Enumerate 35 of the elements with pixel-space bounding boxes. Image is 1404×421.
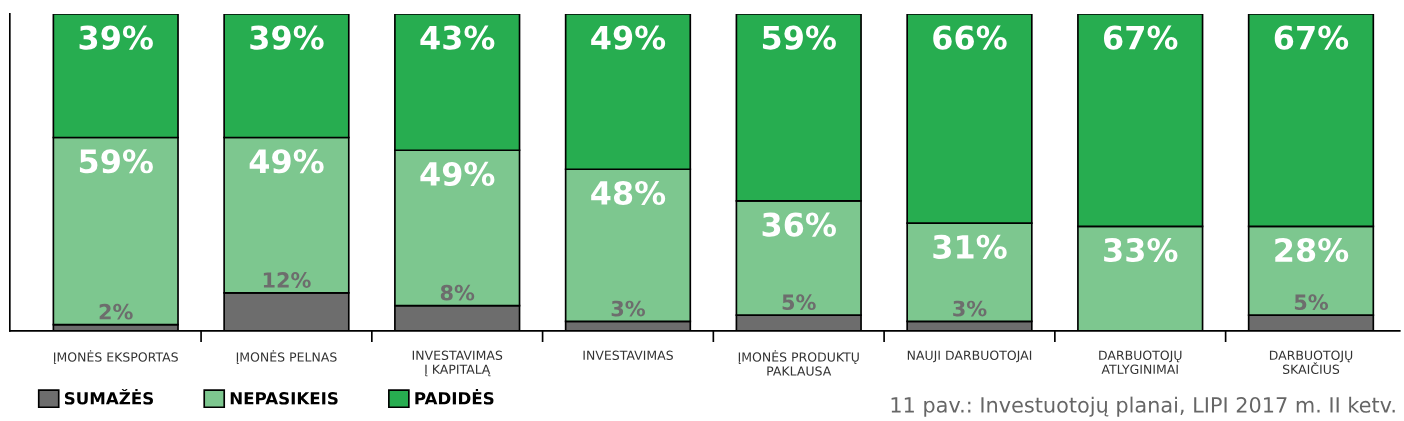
x-tick-label: ĮMONĖS PRODUKTŲ PAKLAUSA: [738, 350, 859, 376]
x-tick-label: INVESTAVIMAS Į KAPITALĄ: [412, 350, 503, 377]
legend-label: PADIDĖS: [415, 388, 494, 405]
data-label: 49%: [420, 161, 495, 187]
data-label: 67%: [1103, 25, 1178, 50]
data-label: 67%: [1274, 25, 1349, 50]
data-label: 59%: [79, 149, 153, 174]
data-label: 2%: [99, 303, 133, 320]
x-tick-label: INVESTAVIMAS: [583, 350, 673, 361]
data-label: 36%: [762, 212, 836, 237]
data-label: 5%: [1294, 294, 1329, 311]
data-label: 31%: [933, 234, 1007, 259]
legend-label: SUMAŽĖS: [64, 388, 153, 405]
data-label: 3%: [953, 300, 987, 317]
legend-label: NEPASIKEIS: [230, 392, 338, 405]
x-tick-label: ĮMONĖS PELNAS: [236, 350, 337, 364]
data-label: 49%: [249, 149, 324, 174]
data-label: 39%: [79, 25, 153, 50]
data-label: 43%: [420, 25, 495, 50]
data-label: 3%: [611, 300, 645, 317]
data-label: 59%: [762, 25, 836, 50]
data-label: 12%: [263, 272, 311, 288]
x-tick-label: ĮMONĖS EKSPORTAS: [53, 350, 178, 364]
data-label: 66%: [933, 25, 1007, 50]
data-label: 33%: [1104, 237, 1178, 263]
data-label: 49%: [591, 25, 666, 50]
data-label: 39%: [250, 25, 324, 50]
text: 11 pav.: Investuotojų planai, LIPI 2017 m. II ketv.: [891, 396, 1395, 417]
data-label: 5%: [782, 294, 816, 311]
x-tick-label: NAUJI DARBUOTOJAI: [907, 350, 1032, 363]
x-tick-label: DARBUOTOJŲ SKAIČIUS: [1269, 350, 1353, 375]
x-tick-label: DARBUOTOJŲ ATLYGINIMAI: [1099, 350, 1182, 375]
data-label: 48%: [591, 180, 666, 206]
data-label: 8%: [440, 284, 475, 301]
data-label: 28%: [1275, 237, 1349, 263]
